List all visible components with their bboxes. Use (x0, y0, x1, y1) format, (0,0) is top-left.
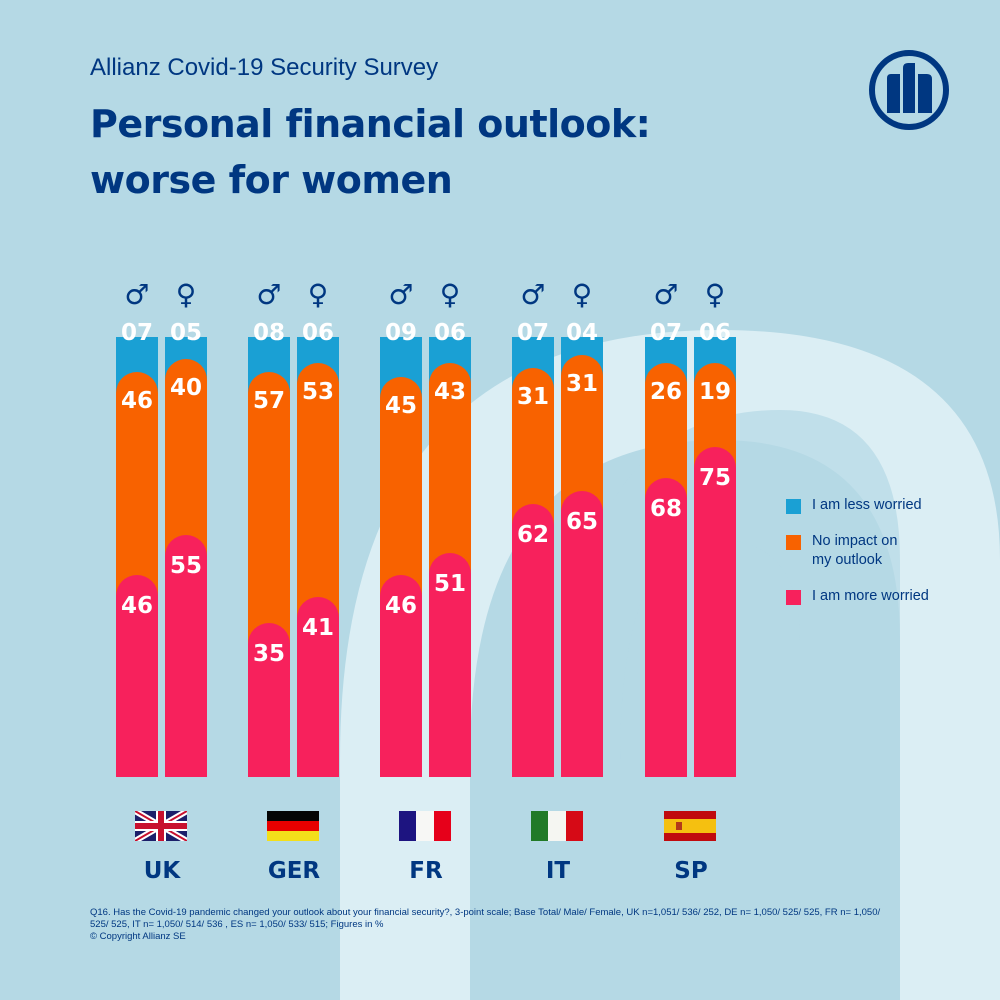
title-line-2: worse for women (90, 158, 453, 202)
segment-more-worried (116, 574, 158, 777)
label-less-worried: 04 (565, 320, 598, 346)
country-label: FR (409, 858, 443, 884)
italy-flag (531, 811, 583, 841)
label-more-worried: 68 (649, 495, 682, 522)
label-less-worried: 09 (384, 320, 417, 346)
label-no-impact: 46 (120, 388, 153, 415)
female-icon: ♀ (175, 278, 197, 311)
segment-more-worried (165, 535, 207, 777)
title-line-1: Personal financial outlook: (90, 102, 651, 146)
footnote: Q16. Has the Covid-19 pandemic changed y… (90, 907, 910, 943)
label-more-worried: 62 (516, 522, 549, 549)
france-flag (399, 811, 451, 841)
legend-swatch (786, 590, 801, 605)
allianz-logo (869, 50, 949, 130)
male-icon: ♂ (124, 278, 150, 311)
label-no-impact: 45 (384, 392, 417, 419)
spain-flag (664, 811, 716, 841)
label-less-worried: 08 (252, 320, 285, 346)
label-less-worried: 06 (433, 320, 466, 346)
label-no-impact: 57 (252, 388, 285, 415)
segment-more-worried (512, 504, 554, 777)
label-more-worried: 46 (120, 592, 153, 619)
male-icon: ♂ (520, 278, 546, 311)
copyright: © Copyright Allianz SE (90, 931, 186, 942)
legend-item-less-worried: I am less worried (786, 497, 929, 514)
page-title: Personal financial outlook: worse for wo… (90, 96, 651, 208)
female-icon: ♀ (307, 278, 329, 311)
male-icon: ♂ (653, 278, 679, 311)
label-no-impact: 31 (516, 383, 549, 410)
bar-fr-female: 06 43 51 (429, 320, 471, 777)
legend-swatch (786, 535, 801, 550)
bar-uk-female: 05 40 55 (165, 320, 207, 777)
survey-title: Allianz Covid-19 Security Survey (90, 54, 439, 81)
legend-label: No impact on (812, 533, 898, 549)
label-no-impact: 40 (169, 375, 202, 401)
germany-flag (267, 811, 319, 841)
label-no-impact: 43 (433, 379, 466, 406)
label-no-impact: 53 (301, 379, 334, 406)
segment-more-worried (645, 477, 687, 777)
segment-more-worried (380, 574, 422, 777)
label-less-worried: 06 (301, 320, 334, 346)
legend-item-more-worried: I am more worried (786, 588, 929, 605)
female-icon: ♀ (571, 278, 593, 311)
legend-label: I am more worried (812, 588, 929, 604)
footnote-line: 525/ 525, IT n= 1,050/ 514/ 536 , ES n= … (90, 919, 384, 930)
label-more-worried: 35 (252, 641, 285, 667)
label-more-worried: 65 (565, 509, 598, 535)
bar-sp-female: 06 19 75 (694, 320, 736, 777)
segment-more-worried (561, 491, 603, 777)
segment-more-worried (297, 596, 339, 777)
country-label: SP (674, 858, 708, 884)
label-more-worried: 41 (301, 614, 334, 641)
male-icon: ♂ (256, 278, 282, 311)
country-label: UK (143, 858, 181, 884)
female-icon: ♀ (704, 278, 726, 311)
segment-more-worried (248, 623, 290, 777)
bar-it-male: 07 31 62 (512, 320, 554, 777)
label-more-worried: 46 (384, 592, 417, 619)
label-more-worried: 75 (698, 465, 731, 491)
footnote-line: Q16. Has the Covid-19 pandemic changed y… (90, 907, 881, 918)
male-icon: ♂ (388, 278, 414, 311)
label-less-worried: 07 (649, 320, 682, 346)
label-less-worried: 07 (516, 320, 549, 346)
country-label: IT (545, 858, 571, 884)
label-less-worried: 06 (698, 320, 731, 346)
legend: I am less worried No impact on my outlook… (786, 497, 929, 605)
label-more-worried: 51 (433, 570, 466, 597)
bar-ger-female: 06 53 41 (297, 320, 339, 777)
label-no-impact: 26 (649, 379, 682, 406)
legend-swatch (786, 499, 801, 514)
bar-sp-male: 07 26 68 (645, 320, 687, 777)
segment-more-worried (429, 552, 471, 777)
legend-item-no-impact: No impact on my outlook (786, 533, 929, 568)
segment-more-worried (694, 447, 736, 777)
female-icon: ♀ (439, 278, 461, 311)
bar-ger-male: 08 57 35 (248, 320, 290, 777)
label-no-impact: 31 (565, 370, 598, 397)
label-more-worried: 55 (169, 553, 202, 579)
country-label: GER (267, 858, 321, 884)
label-less-worried: 05 (169, 320, 202, 346)
label-less-worried: 07 (120, 320, 153, 346)
bar-uk-male: 07 46 46 (116, 320, 158, 777)
bar-fr-male: 09 45 46 (380, 320, 422, 777)
label-no-impact: 19 (698, 379, 731, 406)
bar-it-female: 04 31 65 (561, 320, 603, 777)
legend-label: my outlook (812, 552, 883, 568)
legend-label: I am less worried (812, 497, 922, 513)
uk-flag (133, 808, 189, 844)
